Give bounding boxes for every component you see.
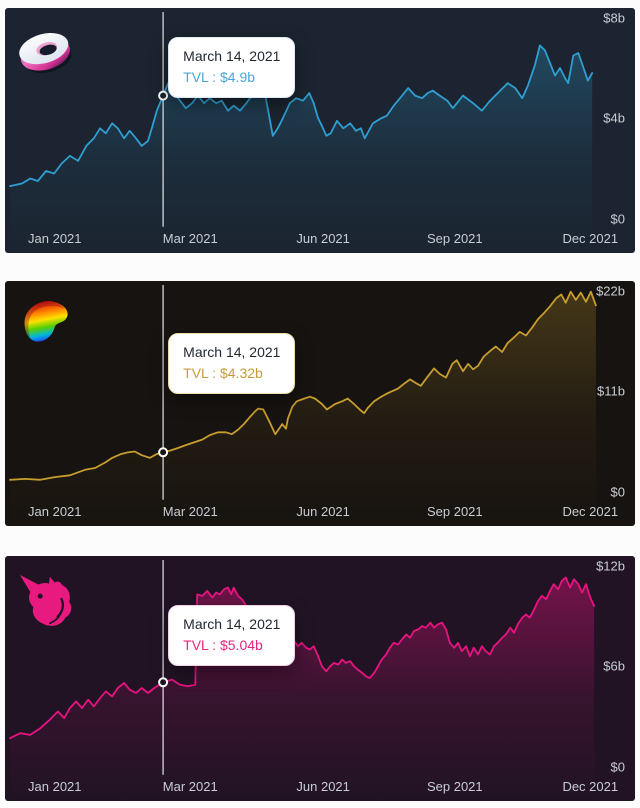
- y-tick-label: $8b: [603, 10, 625, 26]
- tvl-line: [9, 44, 594, 187]
- x-tick-label: Jun 2021: [296, 779, 350, 794]
- y-tick-label: $4b: [603, 110, 625, 126]
- tooltip-date: March 14, 2021: [183, 616, 281, 632]
- y-tick-label: $0: [610, 211, 625, 227]
- tooltip: March 14, 2021 TVL : $5.04b: [168, 605, 296, 666]
- tvl-line: [9, 576, 595, 740]
- x-tick-label: Dec 2021: [562, 231, 619, 246]
- x-tick-label: Jan 2021: [28, 504, 82, 519]
- crosshair-marker-dot: [158, 90, 169, 101]
- x-tick-label: Mar 2021: [162, 231, 218, 246]
- x-tick-label: Sep 2021: [426, 779, 483, 794]
- x-tick-label: Sep 2021: [426, 504, 483, 519]
- y-tick-label: $0: [610, 759, 625, 775]
- x-tick-label: Sep 2021: [426, 231, 483, 246]
- tvl-line-chart[interactable]: [5, 556, 635, 801]
- tooltip: March 14, 2021 TVL : $4.32b: [168, 332, 296, 394]
- x-tick-label: Dec 2021: [562, 504, 619, 519]
- crosshair-marker-dot: [158, 447, 169, 458]
- x-tick-label: Jan 2021: [28, 779, 82, 794]
- y-tick-label: $22b: [596, 283, 625, 299]
- x-tick-label: Mar 2021: [162, 504, 218, 519]
- crosshair-marker-dot: [158, 677, 169, 688]
- unicorn-icon: [15, 570, 77, 632]
- tooltip-date: March 14, 2021: [183, 47, 281, 64]
- torus-3d-icon: [15, 22, 77, 84]
- area-fill: [10, 577, 595, 801]
- tvl-line-chart[interactable]: [5, 8, 635, 253]
- y-tick-label: $0: [610, 484, 625, 500]
- area-fill: [10, 291, 596, 526]
- x-tick-label: Mar 2021: [162, 779, 218, 794]
- tvl-chart-card-3: $12b $6b $0 Jan 2021 Mar 2021 Jun 2021 Sep 20…: [5, 556, 635, 801]
- y-tick-label: $6b: [603, 658, 625, 674]
- tooltip-tvl-value: TVL : $4.32b: [183, 364, 263, 381]
- tvl-chart-card-1: $8b $4b $0 Jan 2021 Mar 2021 Jun 2021 Sep 202…: [5, 8, 635, 253]
- tvl-chart-card-2: $22b $11b $0 Jan 2021 Mar 2021 Jun 2021 Sep 2…: [5, 281, 635, 526]
- x-tick-label: Dec 2021: [562, 779, 619, 794]
- x-tick-label: Jun 2021: [296, 504, 350, 519]
- tooltip-tvl-value: TVL : $4.9b: [183, 68, 256, 85]
- y-tick-label: $12b: [596, 558, 625, 574]
- x-tick-label: Jan 2021: [28, 231, 82, 246]
- tooltip-date: March 14, 2021: [183, 343, 281, 360]
- y-tick-label: $11b: [597, 383, 625, 399]
- tvl-line-chart[interactable]: [5, 281, 635, 526]
- tooltip-tvl-value: TVL : $5.04b: [183, 637, 263, 653]
- x-tick-label: Jun 2021: [296, 231, 350, 246]
- area-fill: [10, 45, 593, 253]
- tooltip: March 14, 2021 TVL : $4.9b: [168, 36, 296, 98]
- rainbow-blob-icon: [15, 295, 77, 357]
